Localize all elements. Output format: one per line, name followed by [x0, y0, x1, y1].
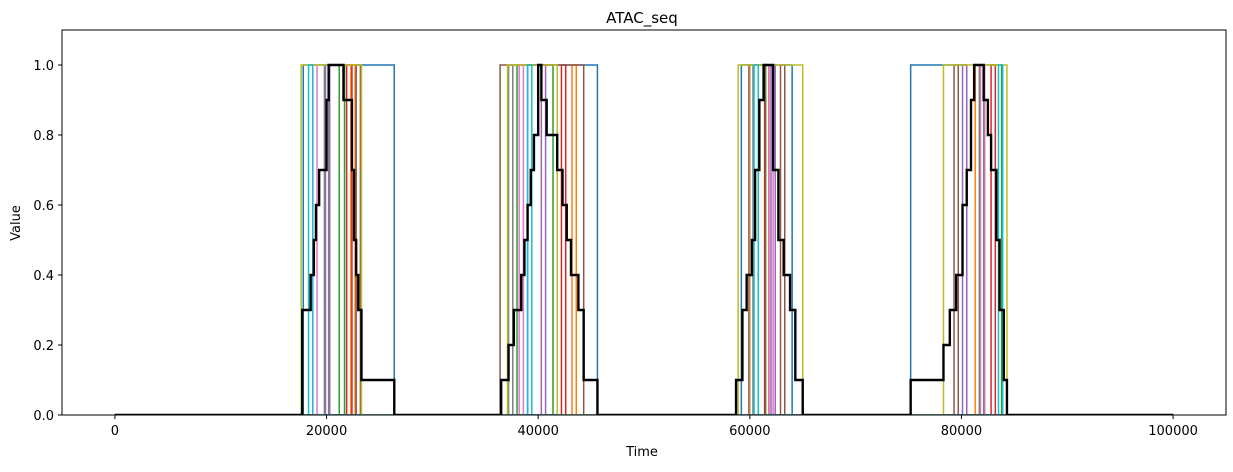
series-line-10 — [114, 64, 1174, 415]
x-tick-label: 0 — [111, 424, 119, 439]
series-line-3 — [114, 64, 1174, 415]
y-tick-label: 0.2 — [33, 339, 54, 354]
x-axis-label: Time — [625, 445, 658, 460]
series-line-8 — [114, 64, 1174, 415]
x-tick-label: 60000 — [729, 424, 770, 439]
x-tick-label: 20000 — [306, 424, 347, 439]
y-tick-label: 1.0 — [33, 59, 54, 74]
x-tick-label: 80000 — [941, 424, 982, 439]
series-line-9 — [114, 64, 1174, 415]
axes: 0 20000 40000 60000 80000 100000 0.0 0.2 0.4 0.6 0… — [33, 29, 1227, 439]
series-line-4 — [114, 64, 1174, 415]
series-line-5 — [114, 64, 1174, 415]
series-line-2 — [114, 64, 1174, 415]
mean-step-line — [114, 63, 1174, 415]
y-tick-label: 0.4 — [33, 269, 54, 284]
series-line-7 — [114, 64, 1174, 415]
plot-frame — [61, 29, 1227, 416]
series-line-6 — [114, 64, 1174, 415]
plot-area — [114, 63, 1174, 415]
x-tick-label: 40000 — [518, 424, 559, 439]
y-tick-label: 0.8 — [33, 129, 54, 144]
series-line-1 — [114, 64, 1174, 415]
y-tick-label: 0.0 — [33, 409, 54, 424]
chart-title: ATAC_seq — [606, 9, 678, 28]
y-tick-label: 0.6 — [33, 199, 54, 214]
x-tick-label: 100000 — [1148, 424, 1198, 439]
y-axis-label: Value — [9, 205, 24, 241]
